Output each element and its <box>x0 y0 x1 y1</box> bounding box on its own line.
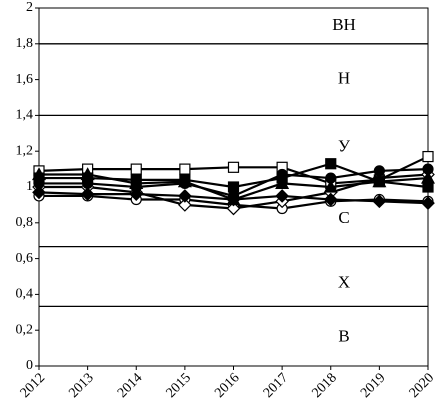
x-tick-label: 2013 <box>66 370 96 400</box>
marker <box>323 179 338 193</box>
marker <box>372 174 387 188</box>
marker <box>179 163 191 175</box>
y-tick-label: 0,2 <box>16 322 34 337</box>
x-tick-label: 2017 <box>261 370 291 400</box>
y-tick-label: 2 <box>26 0 33 15</box>
marker <box>227 161 240 173</box>
zone-label: ВН <box>332 15 356 34</box>
x-tick-label: 2012 <box>18 370 48 400</box>
marker <box>226 201 241 216</box>
marker <box>275 176 290 190</box>
zone-label: У <box>338 137 351 156</box>
marker <box>420 170 436 184</box>
marker <box>421 196 435 210</box>
marker <box>275 189 289 203</box>
y-tick-label: 0,6 <box>16 251 34 266</box>
marker <box>422 150 434 163</box>
y-tick-label: 1,6 <box>16 72 34 87</box>
y-tick-label: 0,8 <box>16 215 34 230</box>
marker <box>226 192 241 206</box>
x-tick-label: 2015 <box>164 370 194 400</box>
y-tick-label: 1,2 <box>16 143 34 158</box>
x-tick-label: 2016 <box>212 370 242 400</box>
x-tick-label: 2014 <box>115 370 145 400</box>
y-tick-label: 0,4 <box>16 287 34 302</box>
y-tick-label: 1 <box>26 179 33 194</box>
x-tick-label: 2019 <box>358 370 388 400</box>
marker <box>31 167 47 181</box>
y-tick-label: 0 <box>26 358 33 373</box>
y-tick-label: 1,8 <box>16 36 34 51</box>
marker <box>129 176 144 190</box>
x-tick-label: 2020 <box>407 370 437 400</box>
zone-label: Н <box>338 69 350 88</box>
zone-label: В <box>338 326 349 345</box>
marker <box>323 192 338 207</box>
marker <box>130 163 142 175</box>
zone-label: Х <box>338 273 350 292</box>
y-tick-label: 1,4 <box>16 108 34 123</box>
marker <box>177 174 192 188</box>
marker <box>178 189 192 203</box>
marker <box>32 185 46 200</box>
marker <box>80 167 95 181</box>
x-tick-label: 2018 <box>309 370 339 400</box>
marker <box>372 194 387 209</box>
marker <box>80 187 95 202</box>
marker <box>129 187 144 202</box>
zone-label: С <box>338 208 349 227</box>
marker <box>325 158 337 170</box>
marker <box>178 198 192 212</box>
